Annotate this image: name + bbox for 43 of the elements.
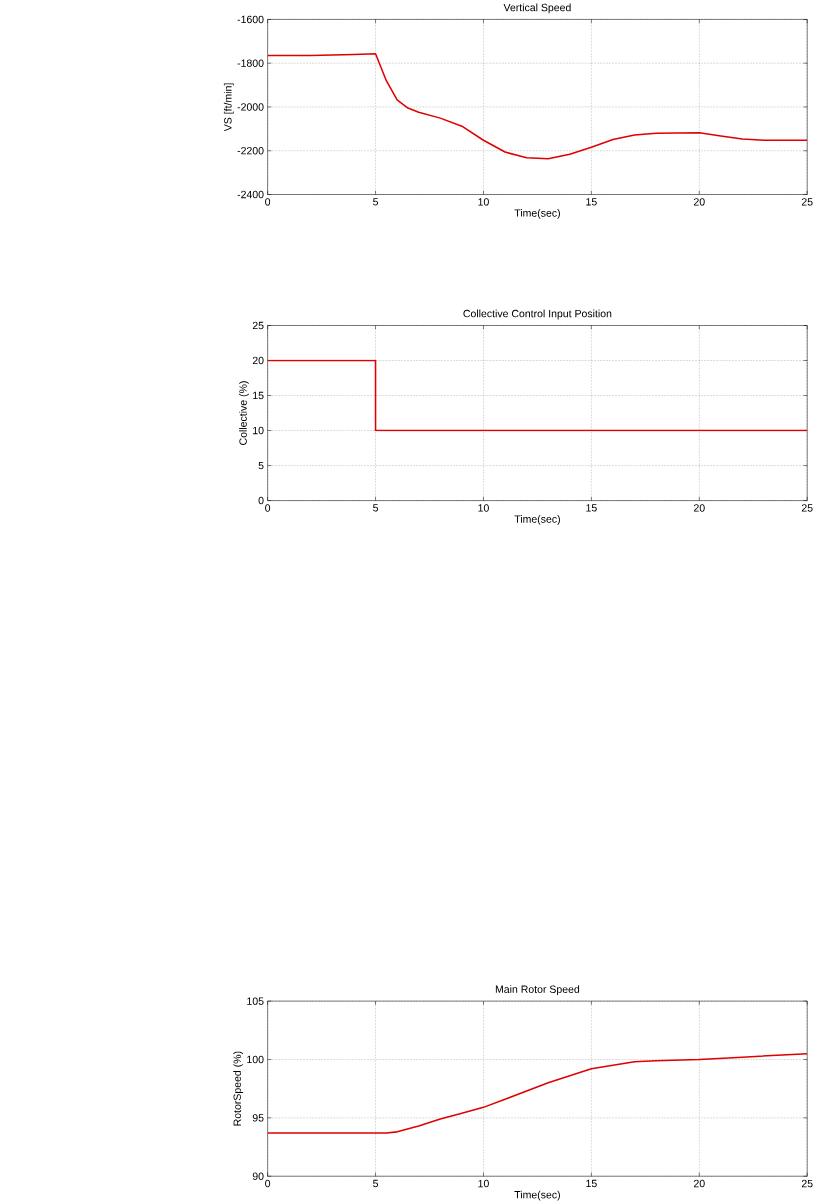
x-tick-label: 5 (373, 504, 379, 512)
y-tick-label: -2200 (237, 147, 264, 155)
y-tick-label: -2000 (237, 103, 264, 111)
y-tick-label: 100 (247, 1055, 264, 1064)
x-tick-label: 0 (265, 1179, 271, 1188)
y-axis-title: RotorSpeed (%) (233, 1051, 244, 1126)
x-tick-label: 10 (478, 198, 490, 206)
chart-title: Collective Control Input Position (463, 309, 612, 320)
x-tick-label: 10 (478, 504, 490, 512)
x-tick-label: 5 (373, 198, 379, 206)
x-axis-title: Time(sec) (514, 209, 561, 219)
y-axis-title: VS [ft/min] (224, 83, 234, 132)
x-tick-label: 25 (802, 198, 813, 206)
y-tick-label: 90 (253, 1172, 264, 1180)
y-tick-label: 10 (253, 426, 264, 435)
y-tick-label: 0 (258, 496, 264, 505)
x-tick-label: 20 (694, 198, 705, 206)
x-axis-title: Time(sec) (514, 1190, 561, 1201)
y-tick-label: 105 (247, 997, 264, 1005)
y-tick-label: -1600 (237, 15, 264, 24)
x-tick-label: 15 (586, 504, 597, 512)
x-tick-label: 0 (265, 198, 271, 206)
y-tick-label: 95 (253, 1114, 264, 1122)
line-series (267, 53, 808, 160)
y-tick-label: 20 (253, 356, 264, 365)
y-tick-label: -1800 (237, 59, 264, 67)
x-tick-label: 20 (694, 1179, 705, 1188)
x-tick-label: 20 (694, 504, 705, 512)
x-tick-label: 10 (478, 1179, 490, 1188)
y-tick-label: 25 (253, 321, 264, 330)
x-tick-label: 15 (586, 1179, 597, 1188)
x-axis-title: Time(sec) (514, 515, 561, 525)
y-tick-label: 5 (258, 461, 264, 470)
chart-title: Vertical Speed (503, 3, 571, 14)
x-tick-label: 25 (802, 1179, 813, 1188)
chart-title: Main Rotor Speed (496, 985, 580, 996)
y-tick-label: 15 (253, 391, 264, 400)
x-tick-label: 0 (265, 504, 271, 512)
y-tick-label: -2400 (237, 190, 264, 199)
x-tick-label: 25 (802, 504, 813, 512)
x-tick-label: 5 (373, 1179, 379, 1188)
x-tick-label: 15 (586, 198, 597, 206)
y-axis-title: Collective (%) (239, 381, 250, 445)
